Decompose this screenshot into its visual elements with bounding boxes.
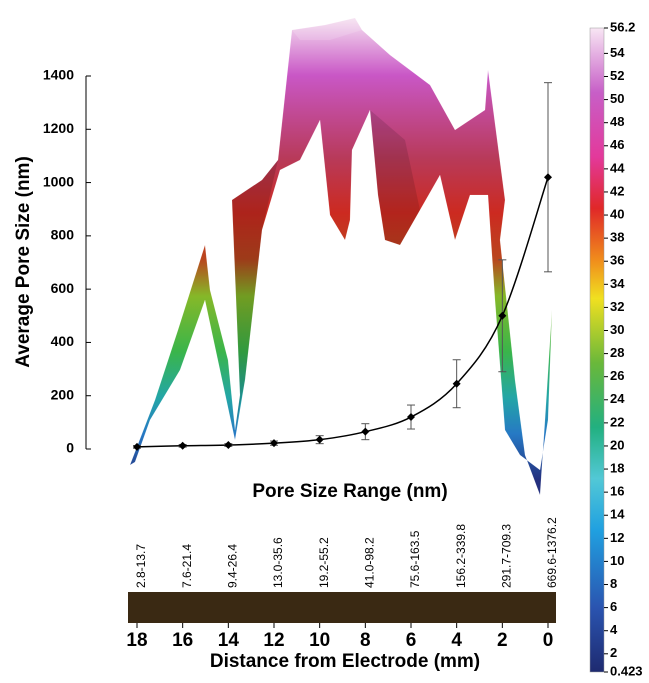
- x-tick-label: 12: [263, 630, 284, 651]
- y-tick-label: 1400: [43, 67, 74, 83]
- colorbar-tick-label: 32: [610, 299, 624, 314]
- point: [544, 173, 552, 182]
- colorbar-tick-label: 16: [610, 484, 624, 499]
- category-label: 75.6-163.5: [408, 530, 422, 588]
- point: [270, 439, 278, 448]
- colorbar-tick-label: 30: [610, 322, 624, 337]
- category-label: 2.8-13.7: [134, 544, 148, 588]
- colorbar-tick-label: 36: [610, 253, 624, 268]
- category-label: 13.0-35.6: [271, 537, 285, 588]
- category-label: 7.6-21.4: [180, 544, 194, 588]
- x-tick-label: 0: [543, 630, 554, 651]
- x-tick-label: 18: [126, 630, 147, 651]
- colorbar-tick-label: 10: [610, 553, 624, 568]
- surface: [129, 17, 553, 496]
- colorbar-tick-label: 12: [610, 530, 624, 545]
- x-tick-label: 2: [497, 630, 508, 651]
- colorbar-tick-label: 50: [610, 91, 624, 106]
- category-label: 291.7-709.3: [500, 524, 514, 588]
- category-label: 9.4-26.4: [226, 544, 240, 588]
- x-tick-label: 14: [218, 630, 240, 651]
- x-tick-label: 10: [309, 630, 330, 651]
- colorbar-tick-label: 22: [610, 414, 624, 429]
- category-label: 669.6-1376.2: [545, 517, 559, 588]
- point: [224, 441, 233, 450]
- category-label: 156.2-339.8: [454, 524, 468, 588]
- colorbar-tick-label: 4: [610, 622, 618, 637]
- colorbar-tick-label: 18: [610, 460, 624, 475]
- sample-image-tint: [128, 592, 556, 623]
- colorbar-tick-label: 38: [610, 230, 624, 245]
- colorbar-tick-label: 0.423: [610, 663, 643, 678]
- x-tick-label: 8: [360, 630, 371, 651]
- point: [315, 435, 324, 444]
- colorbar-tick-label: 6: [610, 599, 617, 614]
- colorbar-tick-label: 14: [610, 507, 625, 522]
- x-axis-label: Distance from Electrode (mm): [210, 651, 480, 672]
- y-tick-label: 200: [51, 386, 75, 402]
- colorbar-tick-label: 48: [610, 114, 624, 129]
- colorbar-tick-label: 28: [610, 345, 624, 360]
- point: [178, 441, 187, 450]
- colorbar-tick-label: 2: [610, 645, 617, 660]
- colorbar-tick-label: 56.2: [610, 19, 635, 34]
- x-tick-label: 6: [406, 630, 417, 651]
- y-tick-label: 600: [51, 280, 75, 296]
- colorbar-tick-label: 26: [610, 368, 624, 383]
- y-tick-label: 1200: [43, 120, 74, 136]
- point: [133, 442, 141, 451]
- colorbar-tick-label: 20: [610, 437, 624, 452]
- point: [452, 379, 461, 388]
- colorbar-tick-label: 42: [610, 183, 624, 198]
- point: [407, 413, 415, 422]
- y-tick-label: 400: [51, 333, 75, 349]
- colorbar-tick-label: 52: [610, 68, 624, 83]
- colorbar-tick-label: 40: [610, 206, 624, 221]
- point: [498, 311, 507, 320]
- colorbar-tick-label: 24: [610, 391, 625, 406]
- point: [361, 427, 370, 436]
- y-tick-label: 800: [51, 227, 75, 243]
- y-tick-label: 1000: [43, 173, 74, 189]
- y-tick-label: 0: [66, 440, 74, 456]
- colorbar: [589, 27, 605, 673]
- colorbar-tick-label: 46: [610, 137, 624, 152]
- category-label: 41.0-98.2: [363, 537, 377, 588]
- colorbar-tick-label: 34: [610, 276, 625, 291]
- sample-image: [128, 592, 556, 623]
- y-axis-label: Average Pore Size (nm): [13, 156, 34, 368]
- x-tick-label: 4: [451, 630, 462, 651]
- category-label: 19.2-55.2: [317, 537, 331, 588]
- colorbar-tick-label: 54: [610, 45, 625, 60]
- x-tick-label: 16: [172, 630, 193, 651]
- colorbar-tick-label: 44: [610, 160, 625, 175]
- colorbar-tick-label: 8: [610, 576, 617, 591]
- category-label: Pore Size Range (nm): [252, 481, 447, 502]
